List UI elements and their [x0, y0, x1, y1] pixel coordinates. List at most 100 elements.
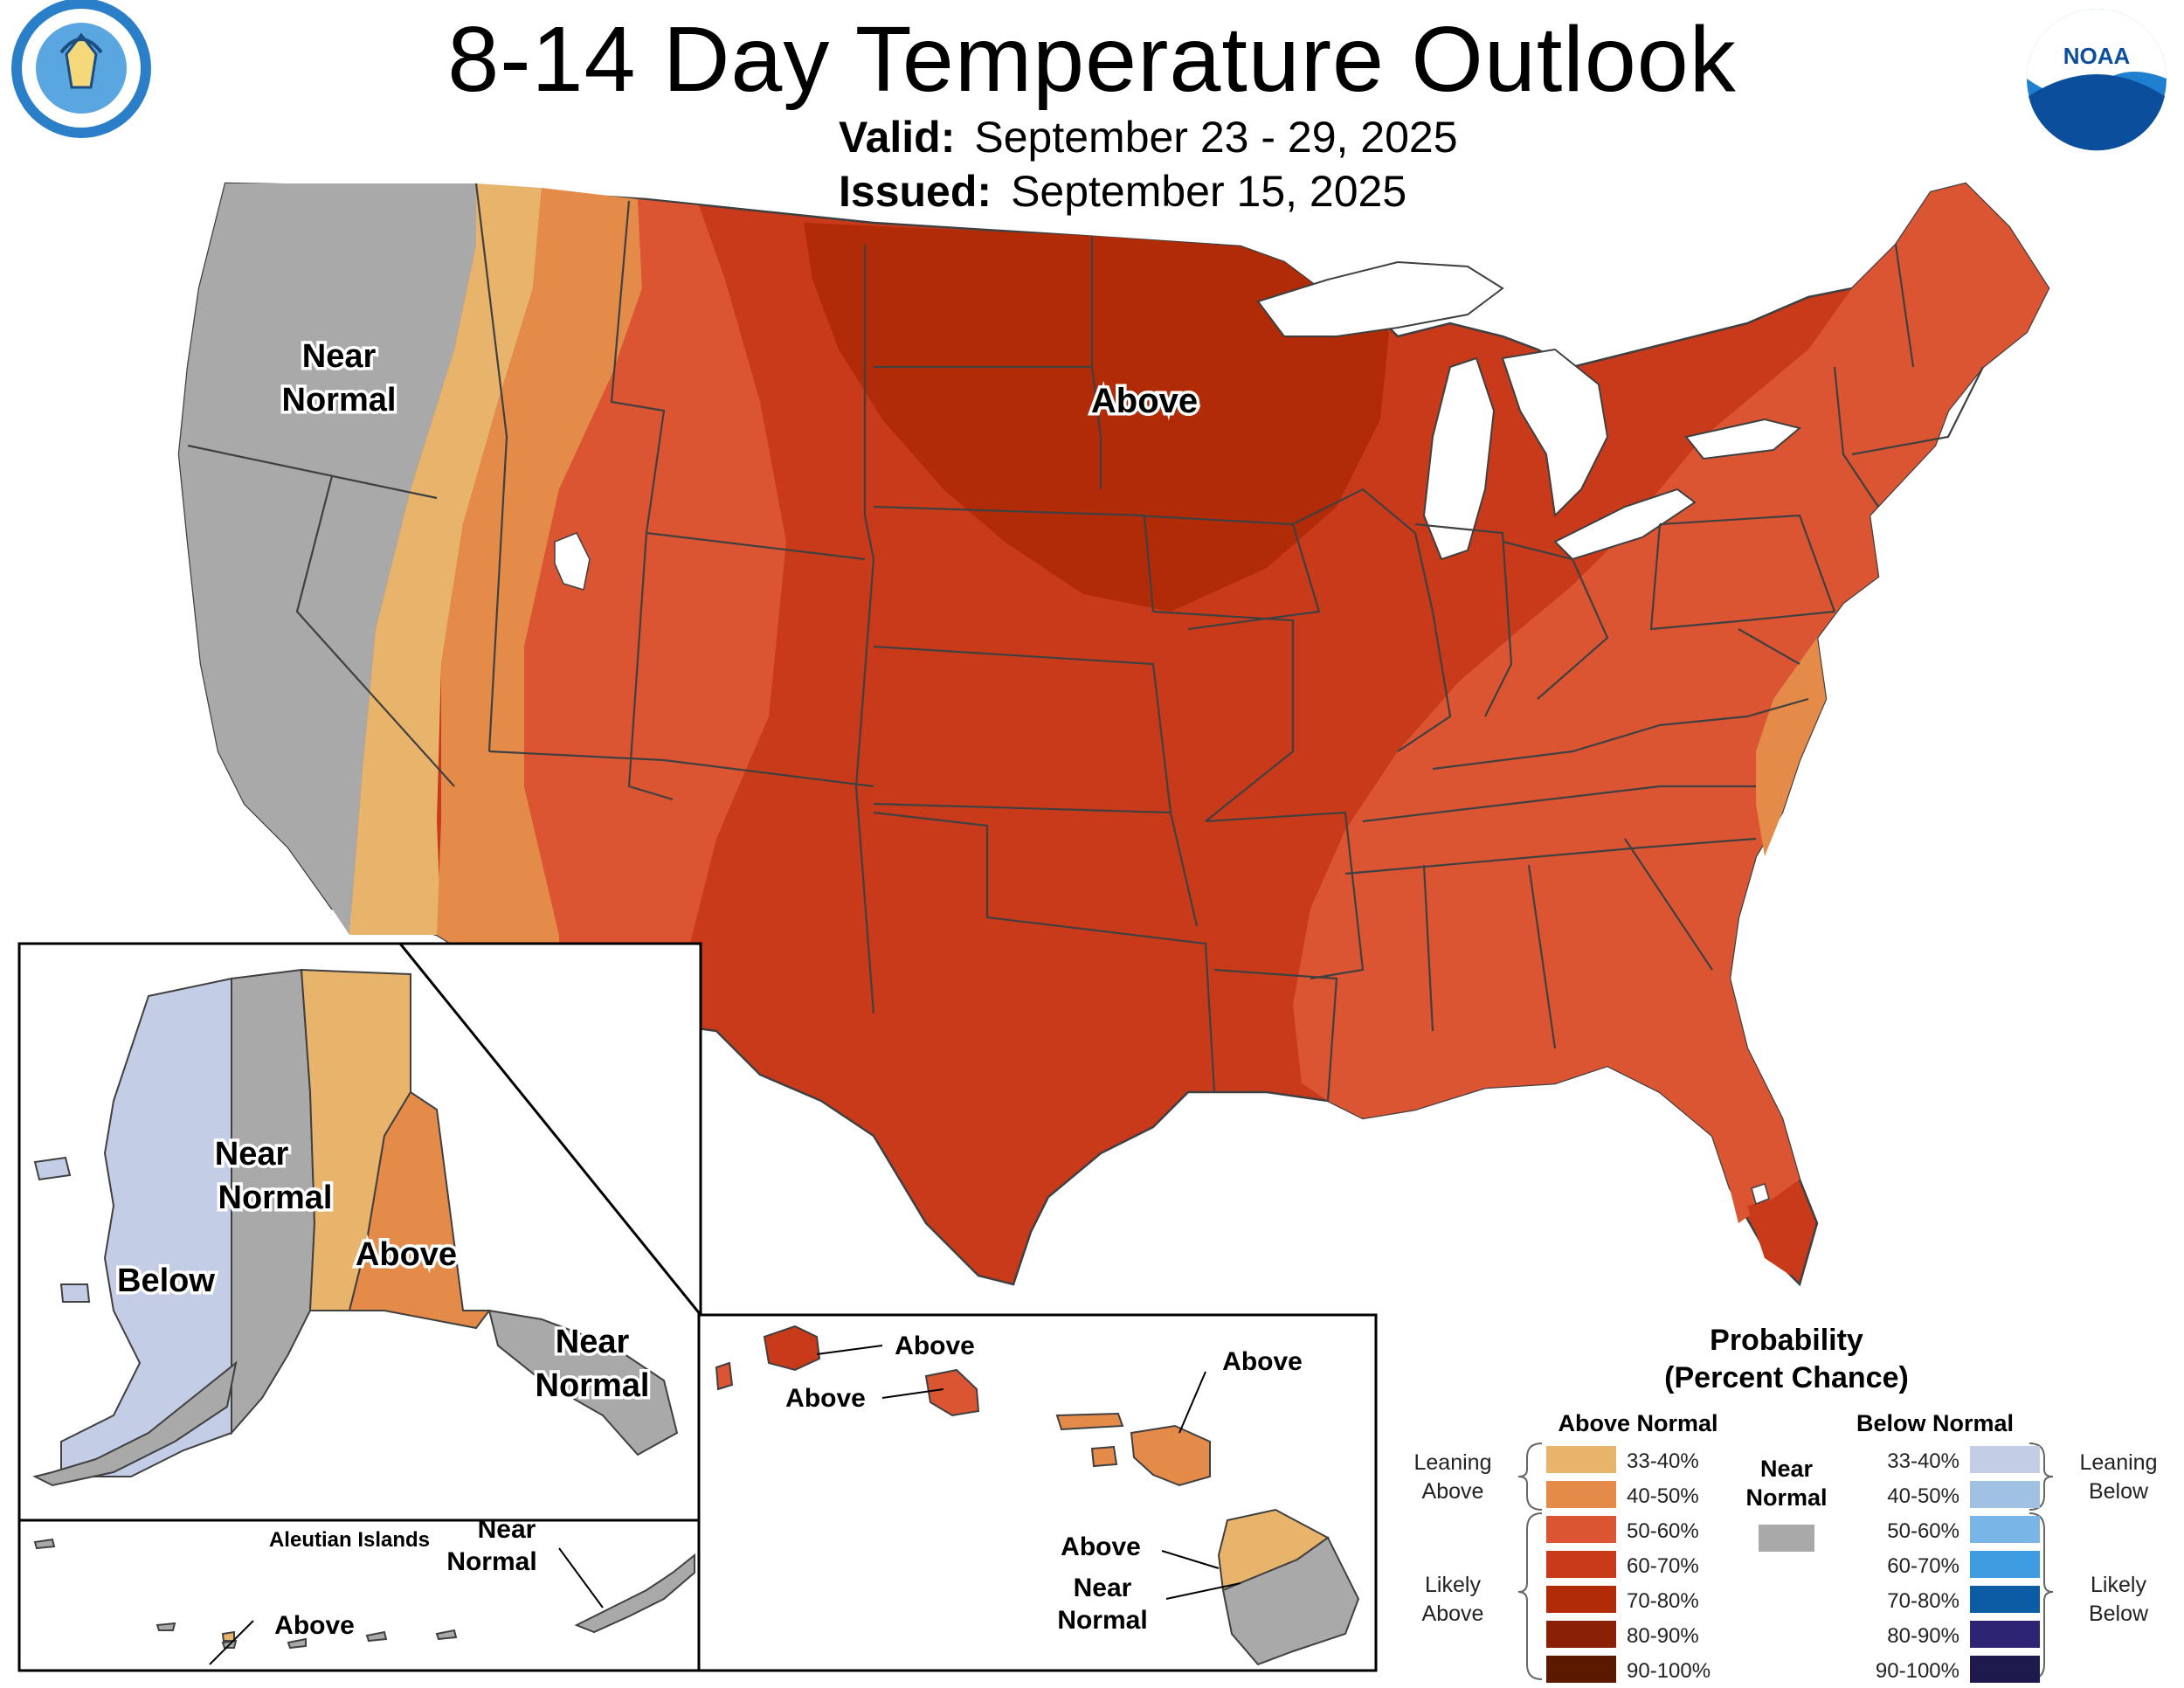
aleutian-above-island — [221, 1630, 235, 1642]
north-carolina-40-50-zone — [1756, 638, 1826, 856]
big-island-near-normal-line2: Normal — [1057, 1606, 1147, 1635]
legend-above-swatch-7 — [1546, 1656, 1616, 1683]
leaning-above-line2: Above — [1422, 1479, 1484, 1504]
legend-below-bin-7: 90-100% — [1876, 1659, 1959, 1683]
legend-title-line1: Probability — [1710, 1324, 1863, 1357]
noaa-logo-text: NOAA — [2063, 43, 2131, 69]
legend-below-rows: 33-40% 40-50% 50-60% 60-70% 70-80% 80-90% 90-1… — [1876, 1446, 2040, 1683]
alaska-peninsula — [32, 1360, 238, 1487]
alaska-below-zone — [60, 977, 232, 1477]
leaning-above-line1: Leaning — [1414, 1450, 1492, 1475]
maui-above-label: Above — [1222, 1347, 1303, 1376]
legend-below-bin-3: 50-60% — [1887, 1519, 1959, 1543]
legend-above-swatch-5 — [1546, 1586, 1616, 1613]
alaska-panhandle-zone — [487, 1309, 679, 1456]
department-of-commerce-seal — [11, 0, 151, 138]
likely-below-brace — [2028, 1512, 2054, 1680]
legend-above-swatch-3 — [1546, 1516, 1616, 1543]
legend-below-bin-2: 40-50% — [1887, 1484, 1959, 1508]
legend-below-bin-6: 80-90% — [1887, 1624, 1959, 1648]
legend-near-normal-swatch — [1759, 1525, 1814, 1552]
conus-above-label: Above — [1091, 382, 1198, 420]
panhandle-near-normal-line1: Near — [556, 1324, 630, 1360]
alaska-above-40-50-zone — [348, 1090, 491, 1330]
legend-below-swatch-6 — [1970, 1621, 2040, 1648]
likely-above-line1: Likely — [1425, 1573, 1481, 1597]
kauai-island — [763, 1325, 821, 1372]
legend-above-swatch-1 — [1546, 1446, 1616, 1473]
st-lawrence-island — [33, 1156, 72, 1181]
kauai-above-label: Above — [895, 1332, 975, 1360]
likely-above-line2: Above — [1422, 1602, 1484, 1626]
legend-below-swatch-7 — [1970, 1656, 2040, 1683]
noaa-logo: NOAA — [2027, 9, 2167, 151]
leaning-above-brace — [1517, 1442, 1543, 1511]
conus-near-normal-line1: Near — [302, 338, 377, 375]
nunivak-island — [59, 1283, 91, 1303]
legend-above-normal-header: Above Normal — [1558, 1410, 1717, 1436]
likely-below-line1: Likely — [2091, 1573, 2146, 1597]
map-title: 8-14 Day Temperature Outlook — [447, 8, 1737, 111]
alaska-near-normal-line1: Near — [215, 1136, 289, 1173]
big-island-south-zone — [1221, 1536, 1360, 1666]
hawaii-inset: Above Above Above Above Near Normal — [697, 1313, 1378, 1672]
legend: Probability (Percent Chance) Above Norma… — [1414, 1324, 2158, 1683]
legend-above-swatch-6 — [1546, 1621, 1616, 1648]
alaska-near-normal-line2: Normal — [218, 1180, 333, 1216]
alaska-inset: Near Normal Above Below Near Normal — [17, 942, 702, 1522]
legend-below-swatch-4 — [1970, 1551, 2040, 1578]
molokai-island — [1055, 1412, 1124, 1431]
aleutian-above-label: Above — [274, 1611, 355, 1640]
legend-above-bin-3: 50-60% — [1627, 1519, 1699, 1543]
leaning-below-line1: Leaning — [2080, 1450, 2158, 1475]
near-normal-west-zone — [179, 183, 476, 935]
legend-above-bin-6: 80-90% — [1627, 1624, 1699, 1648]
big-island-above-label: Above — [1061, 1532, 1141, 1561]
likely-above-50-60-east-zone — [1293, 183, 2049, 1223]
aleutian-inset: Aleutian Islands Above Near Normal — [17, 1515, 702, 1672]
aleutian-near-normal-line2: Normal — [446, 1547, 536, 1576]
legend-below-bin-5: 70-80% — [1887, 1589, 1959, 1613]
legend-above-bin-4: 60-70% — [1627, 1554, 1699, 1578]
aleutian-chain-east — [574, 1553, 695, 1634]
legend-title-line2: (Percent Chance) — [1664, 1361, 1909, 1394]
legend-above-swatch-2 — [1546, 1481, 1616, 1508]
valid-line: Valid: September 23 - 29, 2025 — [839, 112, 1458, 163]
northern-plains-70-80-zone — [804, 223, 1389, 612]
great-salt-lake — [554, 532, 591, 591]
legend-below-bin-1: 33-40% — [1887, 1449, 1959, 1473]
issued-date: September 15, 2025 — [1011, 167, 1407, 216]
leaning-below-line2: Below — [2089, 1479, 2149, 1504]
legend-above-swatch-4 — [1546, 1551, 1616, 1578]
lake-ontario — [1684, 418, 1802, 460]
valid-date: September 23 - 29, 2025 — [974, 113, 1458, 162]
issued-label: Issued: — [839, 167, 992, 216]
lake-superior — [1256, 260, 1504, 337]
panhandle-near-normal-line2: Normal — [536, 1367, 650, 1404]
aleutian-near-normal-line1: Near — [478, 1515, 536, 1544]
alaska-below-label: Below — [117, 1263, 215, 1299]
likely-above-brace — [1517, 1512, 1543, 1680]
conus-near-normal-line2: Normal — [282, 382, 397, 419]
leaning-above-40-50-zone — [437, 188, 642, 1009]
likely-below-line2: Below — [2089, 1602, 2149, 1626]
oahu-above-label: Above — [785, 1384, 866, 1413]
legend-below-swatch-2 — [1970, 1481, 2040, 1508]
alaska-above-label: Above — [356, 1236, 457, 1273]
legend-below-swatch-5 — [1970, 1586, 2040, 1613]
leaning-above-33-40-zone — [349, 183, 542, 935]
lanai-island — [1090, 1445, 1118, 1468]
legend-below-swatch-1 — [1970, 1446, 2040, 1473]
south-florida-60-70-zone — [1747, 1197, 1800, 1276]
leaning-below-brace — [2028, 1442, 2054, 1511]
legend-above-rows: 33-40% 40-50% 50-60% 60-70% 70-80% 80-90% 90-1… — [1546, 1446, 1711, 1683]
lake-huron — [1501, 348, 1609, 518]
lake-michigan — [1422, 356, 1496, 561]
valid-label: Valid: — [839, 113, 956, 162]
likely-above-50-60-west-zone — [524, 199, 786, 1013]
niihau-island — [715, 1361, 734, 1391]
oahu-island — [924, 1368, 980, 1417]
legend-below-bin-4: 60-70% — [1887, 1554, 1959, 1578]
lake-okeechobee — [1751, 1183, 1770, 1206]
